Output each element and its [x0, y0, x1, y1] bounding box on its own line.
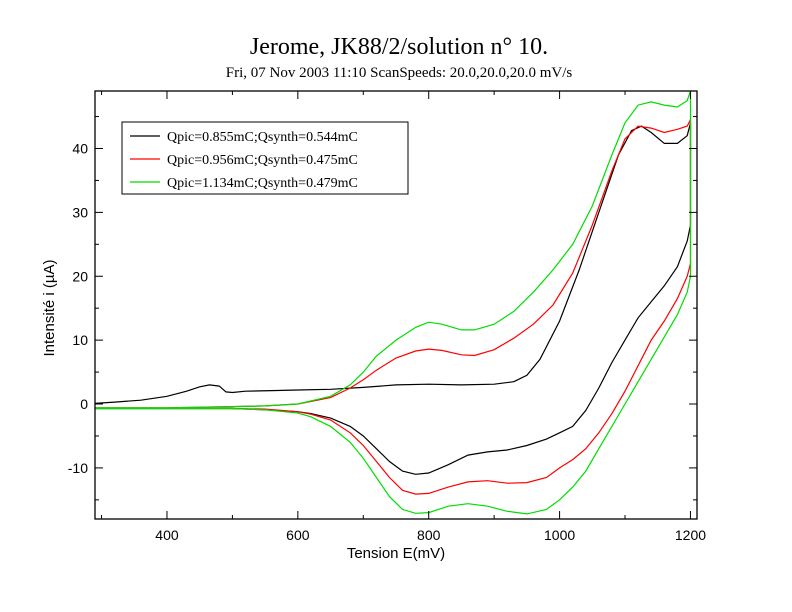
legend-label-1: Qpic=0.855mC;Qsynth=0.544mC — [167, 130, 358, 145]
y-tick-label: -10 — [68, 460, 88, 476]
legend-label-2: Qpic=0.956mC;Qsynth=0.475mC — [167, 153, 358, 168]
legend-label-3: Qpic=1.134mC;Qsynth=0.479mC — [167, 176, 358, 191]
legend-box — [121, 121, 409, 195]
axes-layer: 400 600 800 1000 1200 -10 0 10 20 30 40 — [68, 90, 706, 543]
plot-frame — [94, 90, 698, 520]
y-tick-label: 0 — [80, 396, 88, 412]
x-axis-label: Tension E(mV) — [347, 545, 445, 562]
series-layer — [94, 90, 692, 515]
x-tick-label: 1200 — [675, 527, 706, 543]
y-axis-label: Intensité i (µA) — [41, 259, 58, 356]
chart-subtitle: Fri, 07 Nov 2003 11:10 ScanSpeeds: 20.0,… — [226, 65, 573, 81]
series-line-1 — [94, 122, 692, 475]
series-line-3 — [95, 90, 692, 515]
x-tick-label: 400 — [155, 527, 179, 543]
series-line-2 — [95, 119, 692, 495]
y-tick-label: 30 — [72, 204, 88, 220]
y-tick-label: 10 — [72, 332, 88, 348]
legend: Qpic=0.855mC;Qsynth=0.544mC Qpic=0.956mC… — [121, 121, 409, 195]
chart-title: Jerome, JK88/2/solution n° 10. — [250, 34, 548, 60]
x-tick-label: 600 — [286, 527, 310, 543]
y-tick-label: 20 — [72, 268, 88, 284]
x-tick-label: 1000 — [544, 527, 575, 543]
x-tick-label: 800 — [417, 527, 441, 543]
y-tick-label: 40 — [72, 140, 88, 156]
